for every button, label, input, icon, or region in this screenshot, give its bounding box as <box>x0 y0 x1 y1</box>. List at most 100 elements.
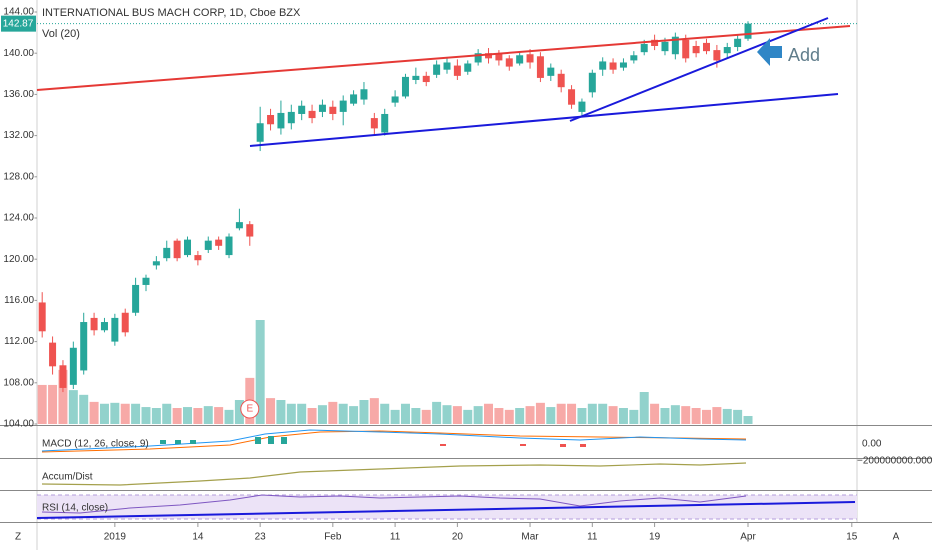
button-right[interactable]: A <box>893 532 900 543</box>
candle-body <box>734 38 742 48</box>
candle-body <box>651 39 659 46</box>
volume-bar <box>650 403 660 424</box>
volume-bar <box>494 408 504 424</box>
rsi-line <box>41 494 747 514</box>
volume-bar <box>286 403 296 424</box>
volume-bar <box>743 416 753 424</box>
candle-body <box>682 39 690 59</box>
volume-bar <box>234 400 244 424</box>
candle-body <box>526 54 534 63</box>
volume-bar <box>421 409 431 424</box>
volume-bar <box>276 400 286 424</box>
annotation-text: Add <box>788 45 820 65</box>
volume-bar <box>162 403 172 424</box>
volume-bar <box>307 408 317 424</box>
candle-body <box>640 43 648 53</box>
earnings-marker <box>240 399 260 419</box>
volume-bar <box>411 408 421 424</box>
x-tick-label: 15 <box>846 532 858 543</box>
y-tick-label: 128.00 <box>3 171 34 182</box>
macd-hist-bar <box>268 436 274 444</box>
candle-body <box>599 61 607 70</box>
candle-body <box>568 89 576 105</box>
rsi-trendline <box>36 501 856 519</box>
y-tick-label: 140.00 <box>3 48 34 59</box>
volume-bar <box>99 403 109 424</box>
candle-body <box>142 277 150 285</box>
volume-bar <box>224 409 234 424</box>
candle-body <box>184 239 192 256</box>
accum-dist-line <box>41 462 747 486</box>
button-left[interactable]: Z <box>15 532 21 543</box>
candle-body <box>152 261 160 266</box>
volume-bar <box>670 405 680 424</box>
candle-body <box>630 55 638 61</box>
y-tick-label: 144.00 <box>3 7 34 18</box>
volume-bar <box>266 398 276 424</box>
macd-hist-bar <box>255 437 261 444</box>
macd-histogram-neg <box>440 444 586 447</box>
trendline-support <box>249 93 839 147</box>
x-tick-label: Apr <box>740 532 756 543</box>
volume-bar <box>214 407 224 424</box>
volume-bar <box>442 405 452 424</box>
volume-bar <box>380 403 390 424</box>
x-tick-label: Feb <box>324 532 342 543</box>
macd-hist-bar <box>281 437 287 444</box>
candle-body <box>619 62 627 68</box>
accum-dist-label: Accum/Dist <box>42 472 93 483</box>
macd-histogram <box>160 436 287 444</box>
candle-body <box>495 54 503 61</box>
candle-body <box>350 94 358 104</box>
volume-bar <box>131 403 141 424</box>
volume-bar <box>660 408 670 424</box>
volume-bar <box>369 398 379 424</box>
y-tick-label: 108.00 <box>3 377 34 388</box>
volume-bar <box>463 409 473 424</box>
volume-bar <box>390 409 400 424</box>
last-price-label: 142.87 <box>3 18 34 29</box>
candle-body <box>111 317 119 342</box>
candle-body <box>121 312 129 333</box>
last-price-tag <box>1 15 36 32</box>
volume-bar <box>58 369 68 424</box>
y-tick-label: 116.00 <box>4 295 34 306</box>
volume-bar <box>629 409 639 424</box>
volume-bar <box>701 409 711 424</box>
candle-body <box>38 302 46 332</box>
y-tick-label: 112.00 <box>4 336 34 347</box>
candle-body <box>329 106 337 114</box>
volume-bar <box>193 408 203 424</box>
y-tick-label: 124.00 <box>3 213 34 224</box>
candle-body <box>505 58 513 67</box>
macd-hist-bar <box>440 444 446 446</box>
candle-body <box>474 53 482 63</box>
volume-bar <box>733 409 743 424</box>
macd-hist-bar <box>580 444 586 447</box>
accum-dist-tick: −200000000.0000 <box>857 456 932 467</box>
volume-bar <box>255 320 265 424</box>
candle-body <box>49 342 57 367</box>
macd-hist-bar <box>560 444 566 447</box>
candle-body <box>173 240 181 259</box>
candle-body <box>422 75 430 83</box>
candle-body <box>443 62 451 70</box>
candle-body <box>381 113 389 133</box>
candle-body <box>547 67 555 76</box>
volume-bar <box>37 384 47 424</box>
volume-bar <box>338 403 348 424</box>
candle-body <box>132 284 140 313</box>
candle-body <box>277 112 285 129</box>
candle-body <box>90 317 98 331</box>
candle-body <box>464 63 472 72</box>
candle-body <box>194 255 202 261</box>
candle-body <box>80 322 88 371</box>
candle-body <box>59 365 67 388</box>
volume-bar <box>515 408 525 424</box>
x-tick-label: 11 <box>587 532 598 543</box>
volume-bar <box>681 406 691 424</box>
macd-hist-bar <box>190 440 196 444</box>
macd-line <box>41 429 747 452</box>
candle-body <box>401 76 409 97</box>
price-layer <box>34 11 857 425</box>
